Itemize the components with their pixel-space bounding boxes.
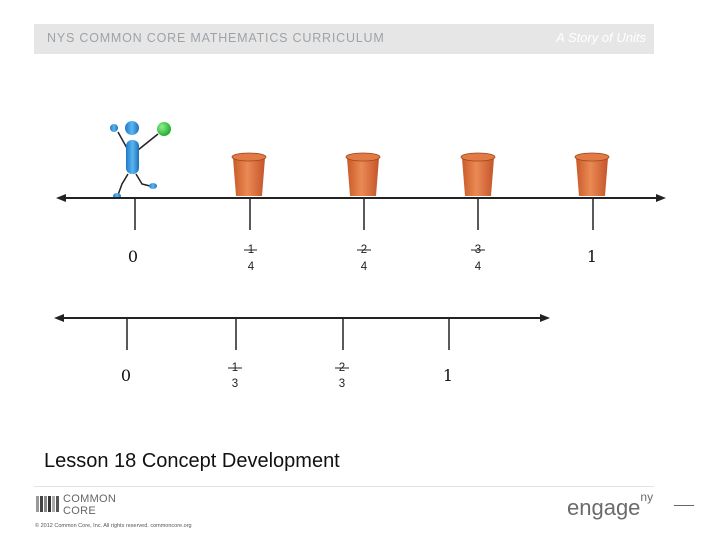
- label-one: 1: [443, 366, 453, 385]
- header-bar: NYS COMMON CORE MATHEMATICS CURRICULUM A…: [34, 24, 654, 54]
- corner-line: [674, 505, 694, 506]
- common-core-logo-icon: [36, 496, 59, 512]
- brand-text: engage: [567, 495, 641, 520]
- common-core-wordmark: COMMON CORE: [63, 493, 116, 517]
- number-line-fourths: 0 1 4 2 4 3 4 1: [56, 194, 666, 273]
- bucket-icon: [345, 152, 381, 196]
- ball-icon: [157, 122, 171, 136]
- lesson-title: Lesson 18 Concept Development: [44, 450, 340, 472]
- number-line-thirds: 0 1 3 2 3 1: [54, 314, 550, 390]
- footer-divider: [34, 486, 654, 487]
- label-one: 1: [587, 247, 597, 266]
- bucket-icon: [460, 152, 496, 196]
- label-zero: 0: [121, 366, 131, 385]
- engage-ny-logo: engageny: [567, 490, 653, 521]
- bucket-icon: [574, 152, 610, 196]
- bucket-icon: [231, 152, 267, 196]
- curriculum-title: NYS COMMON CORE MATHEMATICS CURRICULUM: [47, 31, 385, 45]
- fraction-denominator: 3: [232, 378, 238, 390]
- copyright-notice: © 2012 Common Core, Inc. All rights rese…: [35, 523, 192, 529]
- fraction-denominator: 4: [248, 261, 255, 273]
- fraction-denominator: 4: [361, 261, 368, 273]
- logo-line-core: CORE: [63, 505, 96, 517]
- logo-line-common: COMMON: [63, 493, 117, 505]
- label-zero: 0: [128, 247, 138, 266]
- fraction-denominator: 4: [475, 261, 482, 273]
- story-of-units-title: A Story of Units: [556, 30, 646, 45]
- brand-sup: ny: [640, 489, 654, 504]
- fraction-denominator: 3: [339, 378, 345, 390]
- stick-figure-icon: [110, 121, 159, 199]
